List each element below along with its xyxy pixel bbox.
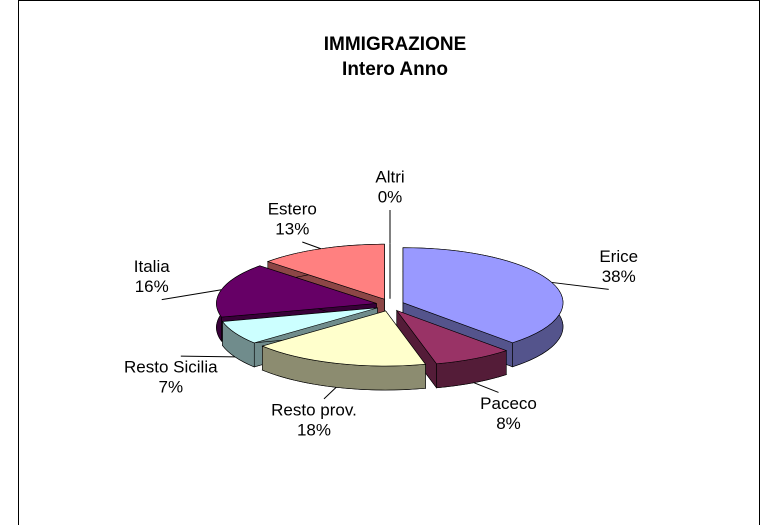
leader-line — [161, 289, 222, 301]
slice-label: Italia — [134, 257, 170, 276]
slice-label: Resto Sicilia — [124, 358, 218, 377]
slice-value-label: 18% — [297, 420, 331, 439]
leader-line — [323, 386, 337, 400]
chart-subtitle: Intero Anno — [342, 59, 448, 80]
slice-label: Altri — [375, 167, 404, 186]
leader-line — [551, 281, 609, 290]
slice-label: Estero — [268, 200, 317, 219]
slice-top — [221, 307, 378, 344]
slice — [261, 310, 427, 391]
chart-title: IMMIGRAZIONE — [324, 34, 467, 55]
slice-label: Erice — [599, 247, 638, 266]
slice-value-label: 8% — [496, 414, 521, 433]
slice-top — [402, 247, 564, 344]
leader-line — [180, 355, 235, 358]
leader-line — [473, 382, 499, 393]
slice-label: Paceco — [480, 394, 537, 413]
slice-top — [261, 310, 427, 367]
slice — [402, 247, 564, 368]
slice-label: Resto prov. — [271, 400, 357, 419]
slice-value-label: 7% — [159, 378, 184, 397]
slice-value-label: 16% — [135, 277, 169, 296]
slice-top — [266, 243, 385, 300]
slice-value-label: 13% — [275, 220, 309, 239]
leader-line — [302, 241, 322, 250]
chart-frame — [18, 0, 760, 525]
slice-value-label: 38% — [602, 267, 636, 286]
slice-top — [216, 265, 377, 318]
slice — [395, 309, 508, 389]
slice-value-label: 0% — [378, 187, 403, 206]
slice-top — [395, 309, 508, 365]
